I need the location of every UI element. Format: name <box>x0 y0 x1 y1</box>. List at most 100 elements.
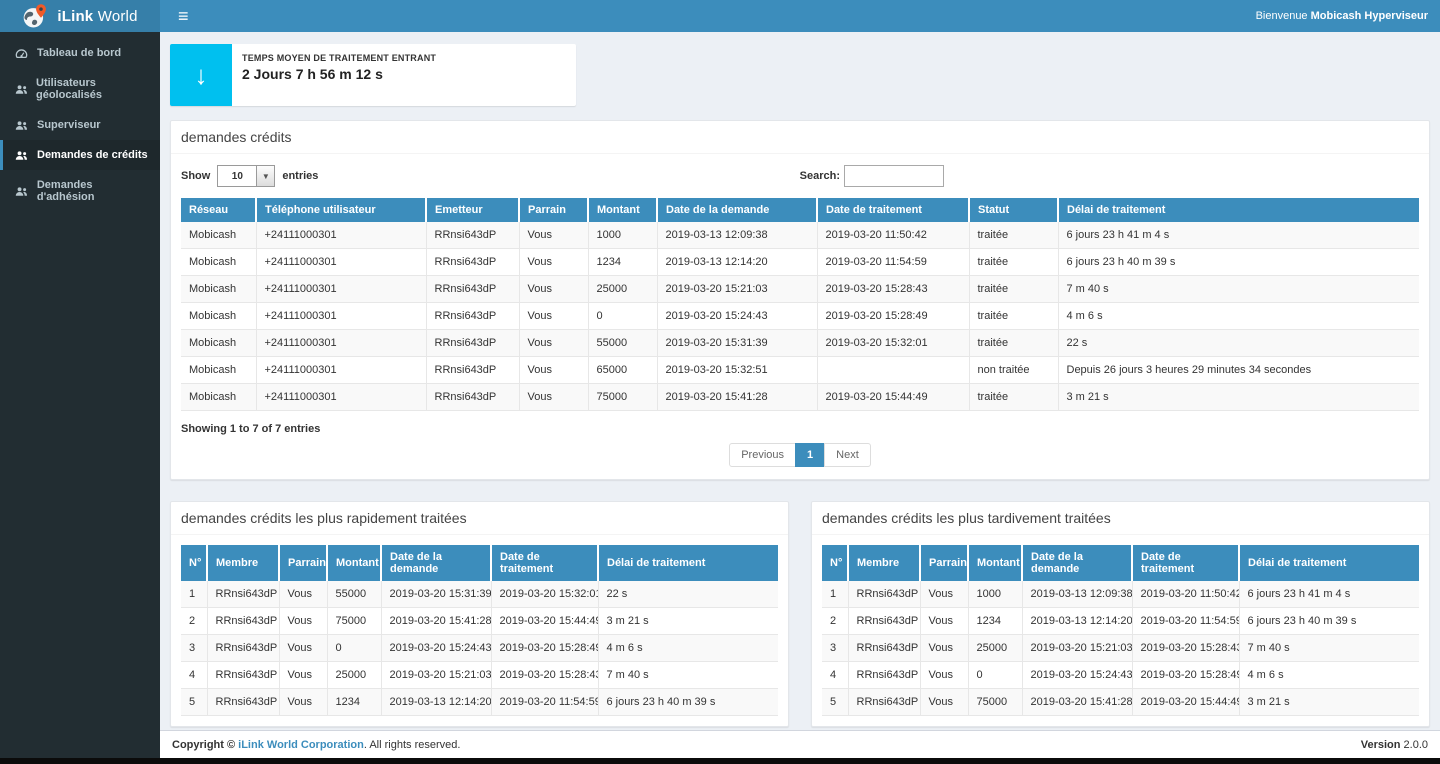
table-cell: non traitée <box>969 357 1058 384</box>
table-cell: 2019-03-20 15:28:43 <box>817 276 969 303</box>
table-cell: 2019-03-20 15:44:49 <box>1132 689 1239 716</box>
table-cell: Vous <box>519 222 588 249</box>
sidebar-item-label: Demandes de crédits <box>37 149 148 161</box>
column-header[interactable]: Téléphone utilisateur <box>256 198 426 222</box>
page-1-button[interactable]: 1 <box>795 443 825 467</box>
table-cell: 2 <box>822 608 848 635</box>
column-header[interactable]: Délai de traitement <box>1239 545 1419 581</box>
table-cell: Vous <box>920 581 968 608</box>
column-header[interactable]: Date de traitement <box>1132 545 1239 581</box>
previous-page-button[interactable]: Previous <box>729 443 796 467</box>
brand-title: iLink World <box>57 8 137 25</box>
column-header[interactable]: Date de traitement <box>817 198 969 222</box>
company-link[interactable]: iLink World Corporation <box>238 739 364 751</box>
table-cell: 2019-03-20 15:24:43 <box>381 635 491 662</box>
sidebar-item-demandes-de-credits[interactable]: Demandes de crédits <box>0 140 160 170</box>
column-header[interactable]: Membre <box>848 545 920 581</box>
app-logo[interactable]: iLink World <box>0 0 160 32</box>
column-header[interactable]: Membre <box>207 545 279 581</box>
entries-select[interactable]: 10 ▼ <box>217 165 275 187</box>
table-cell: +24111000301 <box>256 222 426 249</box>
page-length-control: Show 10 ▼ entries <box>181 165 318 187</box>
table-row: Mobicash+24111000301RRnsi643dPVous02019-… <box>181 303 1419 330</box>
table-cell: Mobicash <box>181 384 256 411</box>
table-cell: 7 m 40 s <box>598 662 778 689</box>
column-header[interactable]: Montant <box>588 198 657 222</box>
search-label: Search: <box>800 170 840 182</box>
sidebar-toggle-icon[interactable]: ≡ <box>172 7 195 25</box>
table-cell: 2019-03-20 15:21:03 <box>381 662 491 689</box>
info-box-label: TEMPS MOYEN DE TRAITEMENT ENTRANT <box>242 53 436 63</box>
table-cell: 6 jours 23 h 41 m 4 s <box>1239 581 1419 608</box>
table-cell: RRnsi643dP <box>426 330 519 357</box>
table-cell: Vous <box>519 330 588 357</box>
column-header[interactable]: Parrain <box>519 198 588 222</box>
table-cell: 2019-03-20 11:50:42 <box>817 222 969 249</box>
next-page-button[interactable]: Next <box>824 443 871 467</box>
bottom-strip <box>0 758 1440 764</box>
table-cell: 75000 <box>588 384 657 411</box>
panel-tardivement-traitees: demandes crédits les plus tardivement tr… <box>811 501 1430 727</box>
table-cell: RRnsi643dP <box>207 635 279 662</box>
sidebar-item-superviseur[interactable]: Superviseur <box>0 110 160 140</box>
sidebar-item-tableau-de-bord[interactable]: Tableau de bord <box>0 38 160 68</box>
table-row: Mobicash+24111000301RRnsi643dPVous100020… <box>181 222 1419 249</box>
table-cell: 4 m 6 s <box>1058 303 1419 330</box>
sidebar-item-demandes-adhesion[interactable]: Demandes d'adhésion <box>0 170 160 212</box>
column-header[interactable]: N° <box>181 545 207 581</box>
column-header[interactable]: Délai de traitement <box>1058 198 1419 222</box>
column-header[interactable]: Date de la demande <box>1022 545 1132 581</box>
welcome-message: Bienvenue Mobicash Hyperviseur <box>1256 10 1428 22</box>
table-cell: 4 m 6 s <box>598 635 778 662</box>
column-header[interactable]: Statut <box>969 198 1058 222</box>
sidebar-item-label: Demandes d'adhésion <box>37 179 152 203</box>
sidebar-item-utilisateurs-geolocalises[interactable]: Utilisateurs géolocalisés <box>0 68 160 110</box>
top-navbar: iLink World ≡ Bienvenue Mobicash Hypervi… <box>0 0 1440 32</box>
panel-rapidement-traitees: demandes crédits les plus rapidement tra… <box>170 501 789 727</box>
table-cell: Vous <box>279 635 327 662</box>
table-row: 5RRnsi643dPVous750002019-03-20 15:41:282… <box>822 689 1419 716</box>
table-cell: 1000 <box>588 222 657 249</box>
chevron-down-icon: ▼ <box>256 166 274 186</box>
column-header[interactable]: Parrain <box>920 545 968 581</box>
table-cell: traitée <box>969 276 1058 303</box>
column-header[interactable]: Date de la demande <box>657 198 817 222</box>
table-summary: Showing 1 to 7 of 7 entries <box>181 423 1419 435</box>
table-cell: 2019-03-20 15:44:49 <box>491 608 598 635</box>
table-cell: 2019-03-13 12:09:38 <box>657 222 817 249</box>
table-cell: 2019-03-20 15:28:49 <box>817 303 969 330</box>
table-cell: Vous <box>920 635 968 662</box>
users-icon <box>15 120 29 131</box>
table-cell: 2019-03-20 11:50:42 <box>1132 581 1239 608</box>
table-row: 3RRnsi643dPVous02019-03-20 15:24:432019-… <box>181 635 778 662</box>
info-box-temps-moyen: ↓ TEMPS MOYEN DE TRAITEMENT ENTRANT 2 Jo… <box>170 44 576 106</box>
column-header[interactable]: Délai de traitement <box>598 545 778 581</box>
table-row: Mobicash+24111000301RRnsi643dPVous650002… <box>181 357 1419 384</box>
column-header[interactable]: Montant <box>327 545 381 581</box>
table-cell: 55000 <box>588 330 657 357</box>
table-row: 1RRnsi643dPVous10002019-03-13 12:09:3820… <box>822 581 1419 608</box>
table-cell: Vous <box>519 249 588 276</box>
table-cell: 2019-03-20 15:31:39 <box>657 330 817 357</box>
column-header[interactable]: N° <box>822 545 848 581</box>
table-cell: +24111000301 <box>256 357 426 384</box>
table-cell: 1 <box>822 581 848 608</box>
column-header[interactable]: Montant <box>968 545 1022 581</box>
table-cell: RRnsi643dP <box>848 662 920 689</box>
search-control: Search: <box>800 165 944 187</box>
table-cell: Vous <box>519 303 588 330</box>
search-input[interactable] <box>844 165 944 187</box>
column-header[interactable]: Date de la demande <box>381 545 491 581</box>
column-header[interactable]: Emetteur <box>426 198 519 222</box>
demandes-credits-table: RéseauTéléphone utilisateurEmetteurParra… <box>181 198 1419 411</box>
table-cell: traitée <box>969 330 1058 357</box>
column-header[interactable]: Réseau <box>181 198 256 222</box>
table-cell: 2019-03-20 15:21:03 <box>657 276 817 303</box>
table-cell: 2019-03-13 12:14:20 <box>657 249 817 276</box>
column-header[interactable]: Date de traitement <box>491 545 598 581</box>
entries-select-value: 10 <box>218 166 256 186</box>
table-cell: RRnsi643dP <box>207 608 279 635</box>
info-box-value: 2 Jours 7 h 56 m 12 s <box>242 66 436 82</box>
column-header[interactable]: Parrain <box>279 545 327 581</box>
table-row: Mobicash+24111000301RRnsi643dPVous550002… <box>181 330 1419 357</box>
